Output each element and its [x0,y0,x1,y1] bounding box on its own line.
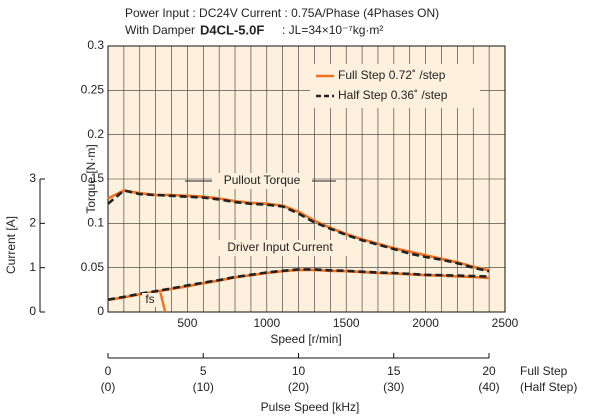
legend-label: Half Step 0.36˚ /step [338,88,448,102]
half-tick-label: (30) [383,380,404,394]
half-tick-label: (0) [101,380,116,394]
pulse-tick-label: 15 [387,364,401,378]
current-annotation: Driver Input Current [227,240,333,254]
current-line [107,268,490,301]
x-tick-label: 500 [177,316,197,330]
pulse-tick-label: 20 [482,364,496,378]
torque-annotation: Pullout Torque [224,173,301,187]
header-line: Power Input : DC24V Current : 0.75A/Phas… [125,6,439,20]
plot-frame [107,45,506,313]
damper-label: With Damper [125,23,195,37]
inertia: : JL=34×10⁻⁷kg·m² [282,23,383,37]
y-tick-label: 0.1 [87,216,104,230]
y-tick-label: 0 [97,304,104,318]
x-tick-label: 1500 [333,316,360,330]
label-bg [212,173,312,189]
fs-annotation: fs [145,292,154,306]
y2-tick-label: 1 [29,260,36,274]
pulse-tick-label: 10 [292,364,306,378]
half-tick-label: (10) [193,380,214,394]
y-tick-label: 0.05 [81,260,105,274]
x-tick-label: 2000 [412,316,439,330]
legend-label: Full Step 0.72˚ /step [338,68,446,82]
y-tick-label: 0.2 [87,127,104,141]
fs-bg [142,293,158,307]
legend-box [310,64,480,108]
y2-tick-label: 2 [29,216,36,230]
y2-tick-label: 3 [29,171,36,185]
x-tick-label: 1000 [253,316,280,330]
half-tick-label: (40) [478,380,499,394]
x-tick-label: 2500 [492,316,519,330]
fs-line [159,292,167,313]
y2-tick-label: 0 [29,304,36,318]
y-axis-label: Torque [N·m] [84,144,98,213]
full-step-label: Full Step [520,364,568,378]
torque-line [107,189,490,273]
pulse-tick-label: 5 [200,364,207,378]
model: D4CL-5.0F [200,22,264,37]
pulse-axis-label: Pulse Speed [kHz] [261,400,360,414]
y-tick-label: 0.15 [81,171,105,185]
y2-axis-label: Current [A] [4,216,18,274]
half-tick-label: (20) [288,380,309,394]
y-tick-label: 0.25 [81,83,105,97]
x-axis-label: Speed [r/min] [270,332,341,346]
pulse-tick-label: 0 [105,364,112,378]
half-step-label: (Half Step) [520,380,577,394]
y-tick-label: 0.3 [87,38,104,52]
label-bg [212,240,348,256]
